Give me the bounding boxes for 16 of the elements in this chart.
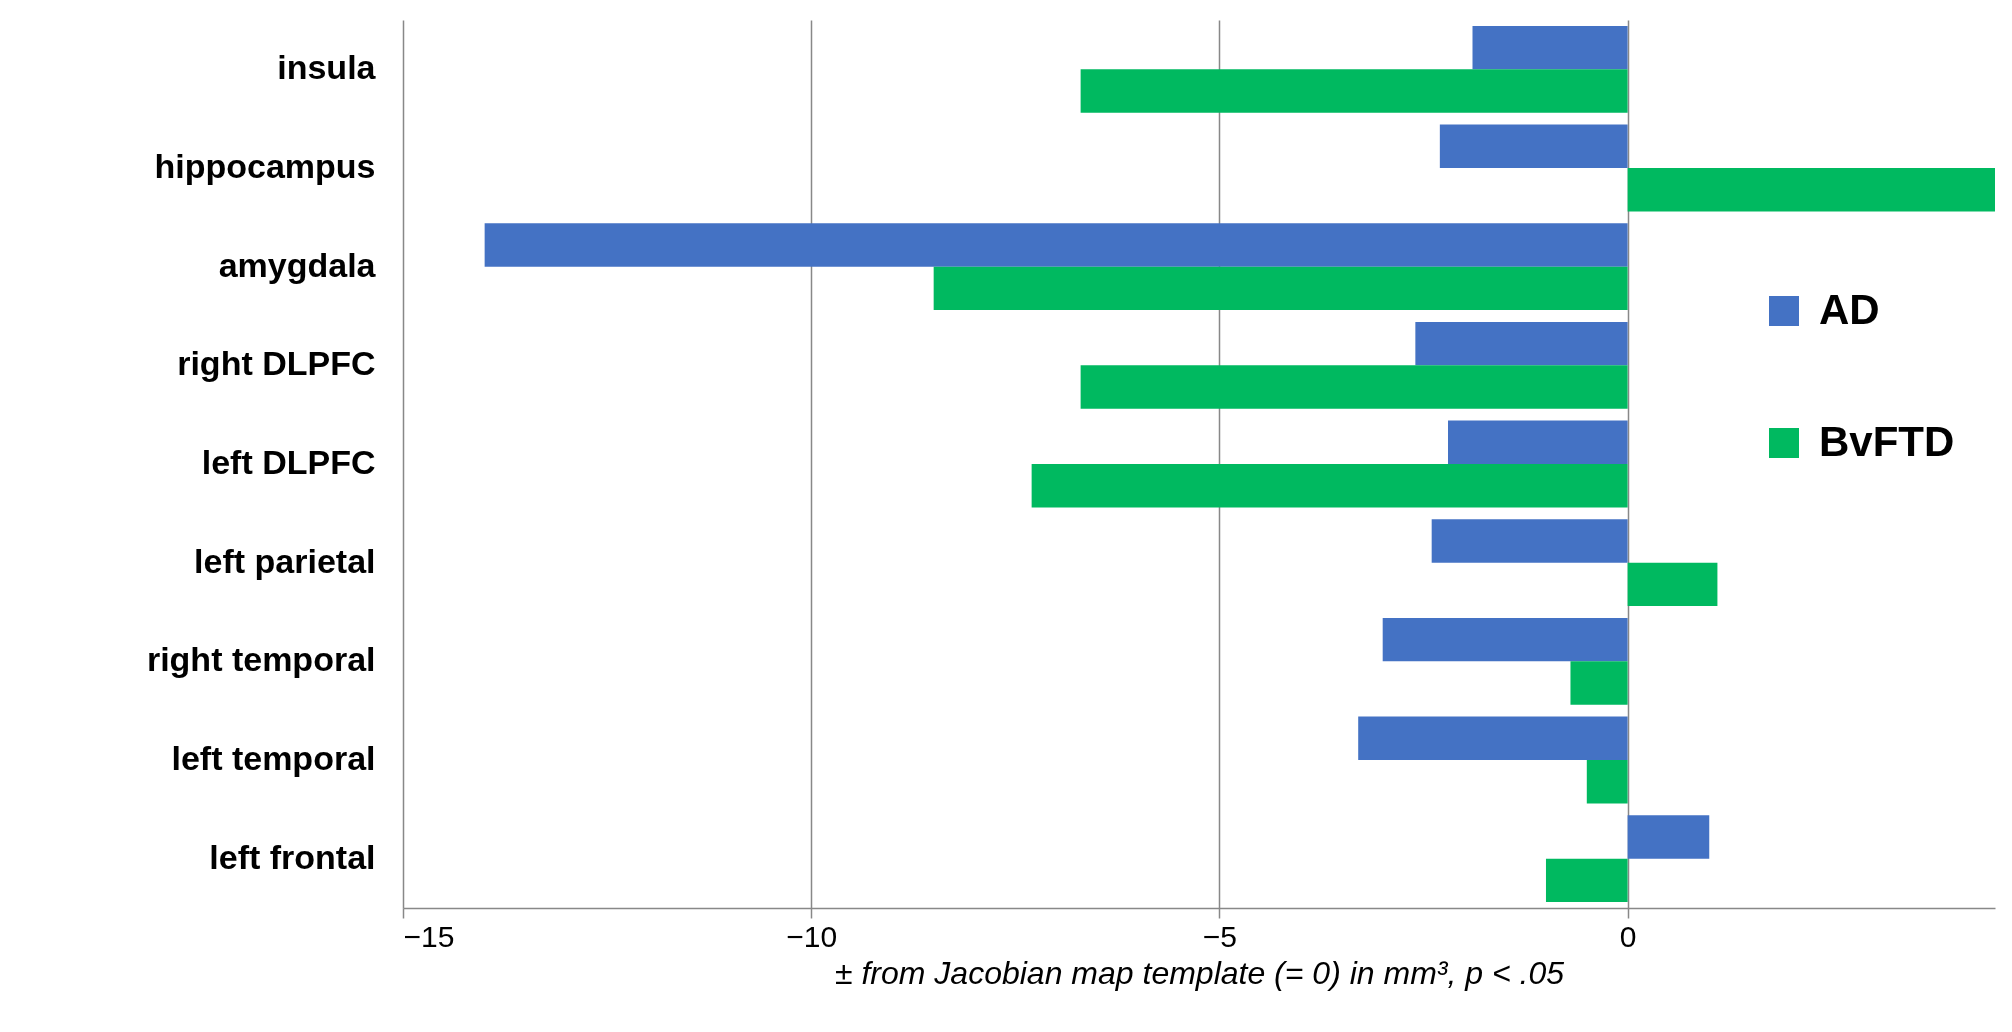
y-tick-label: insula [277,48,377,87]
x-tick-label: −10 [786,919,838,953]
y-tick-label: right temporal [146,640,376,679]
x-tick-label: 0 [1619,919,1637,953]
y-tick-label: left temporal [171,739,376,777]
y-tick-label: hippocampus [154,147,376,185]
x-tick-label: −5 [1202,919,1238,953]
y-tick-label: left parietal [194,541,376,580]
legend-label: BvFTD [1819,418,1955,465]
y-tick-label: right DLPFC [177,344,376,383]
x-tick-label: −15 [403,919,455,953]
y-tick-label: left DLPFC [201,443,376,481]
y-tick-label: left frontal [209,837,376,876]
y-tick-label: amygdala [218,245,377,284]
x-axis-title: ± from Jacobian map template (= 0) in mm³, p < .05 [835,954,1565,991]
legend-label: AD [1819,286,1880,333]
